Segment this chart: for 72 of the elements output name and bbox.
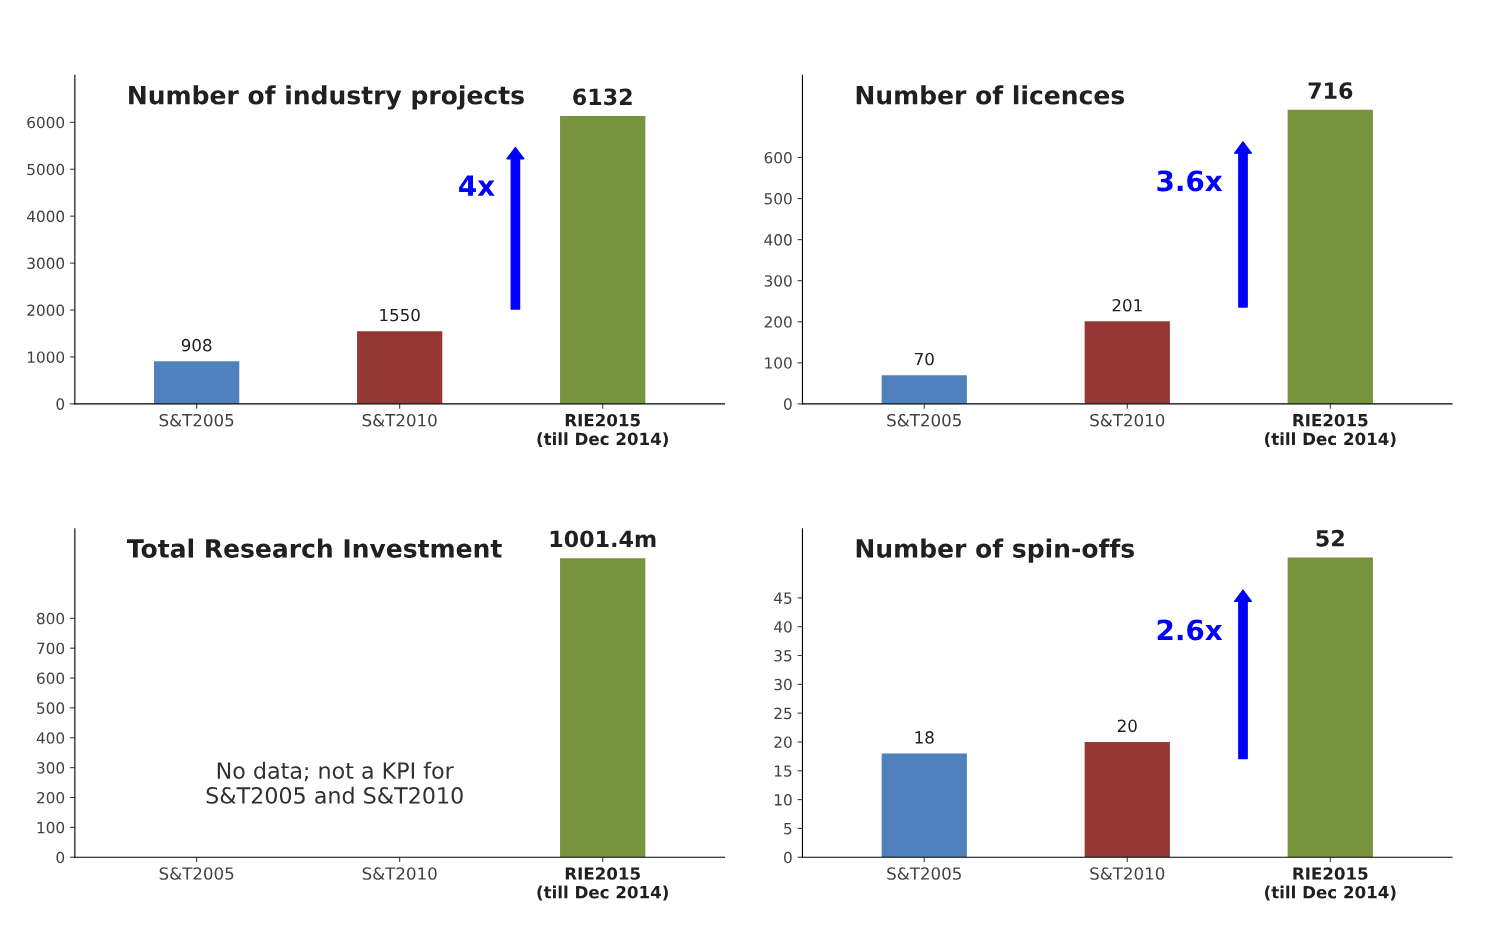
x-tick-label: RIE2015 (till Dec 2014) [537,413,668,448]
y-tick-label: 0 [56,851,65,864]
x-tick-label: RIE2015 (till Dec 2014) [537,867,668,901]
x-tick-label: S&T2010 [362,413,437,427]
y-tick-label: 0 [56,398,65,410]
data-label: 1001.4m [550,530,656,548]
y-tick-label: 600 [764,151,792,164]
data-label: 908 [181,338,212,352]
bar [1287,557,1373,858]
y-tick-label: 5000 [27,163,65,176]
x-tick-label: S&T2005 [159,867,234,880]
y-tick-label: 6000 [27,116,65,129]
y-tick-label: 200 [37,791,65,804]
y-tick-label: 4000 [26,210,65,223]
y-tick-label: 1000 [27,351,65,363]
chart-title: Number of licences [856,85,1125,105]
bar [560,116,646,404]
chart-title: Total Research Investment [126,538,502,558]
y-tick-label: 400 [764,234,792,246]
y-tick-label: 700 [37,642,65,655]
y-tick-label: 500 [764,193,792,205]
annotation: 4x [459,175,495,196]
data-label: 18 [915,731,934,744]
data-label: 70 [915,352,934,366]
x-tick-label: S&T2005 [159,413,234,427]
data-label: 1550 [380,308,420,322]
y-tick-label: 10 [774,794,792,806]
annotation: No data; not a KPI for S&T2005 and S&T2010 [206,761,463,804]
x-tick-label: S&T2010 [1090,413,1165,427]
y-tick-label: 0 [784,398,792,410]
annotation: 2.6x [1157,619,1223,641]
annotation: 3.6x [1157,170,1223,192]
bar [881,375,967,404]
bar [1084,741,1170,858]
x-tick-label: S&T2010 [362,867,437,880]
y-tick-label: 30 [774,678,792,691]
x-tick-label: S&T2005 [887,413,961,427]
data-label: 6132 [573,88,632,106]
data-label: 52 [1316,529,1344,547]
x-tick-label: S&T2005 [887,867,961,880]
y-tick-label: 100 [765,357,792,369]
data-label: 201 [1112,298,1142,312]
y-tick-label: 45 [774,592,792,604]
y-tick-label: 25 [774,707,792,720]
bar [154,361,240,404]
y-tick-label: 300 [764,275,792,287]
y-tick-label: 40 [774,621,792,633]
y-tick-label: 400 [36,732,65,744]
y-tick-label: 800 [37,612,65,625]
y-tick-label: 200 [764,316,792,328]
y-tick-label: 500 [37,702,65,714]
y-tick-label: 20 [774,736,792,748]
data-label: 20 [1117,719,1137,733]
bar [357,331,443,404]
y-tick-label: 5 [784,823,792,835]
y-tick-label: 300 [37,762,65,774]
chart-title: Number of industry projects [129,85,524,110]
y-tick-label: 0 [784,851,792,864]
bar [1287,109,1373,404]
x-tick-label: S&T2010 [1090,867,1165,880]
bar [881,753,967,858]
y-tick-label: 35 [774,649,792,662]
y-tick-label: 2000 [27,304,65,317]
bar [1084,321,1170,404]
chart-title: Number of spin-offs [856,538,1134,563]
x-tick-label: RIE2015 (till Dec 2014) [1265,413,1396,448]
y-tick-label: 600 [37,672,65,685]
x-tick-label: RIE2015 (till Dec 2014) [1265,867,1396,901]
data-label: 716 [1308,82,1353,99]
y-tick-label: 100 [37,821,65,834]
y-tick-label: 3000 [27,257,65,270]
y-tick-label: 15 [774,765,792,777]
